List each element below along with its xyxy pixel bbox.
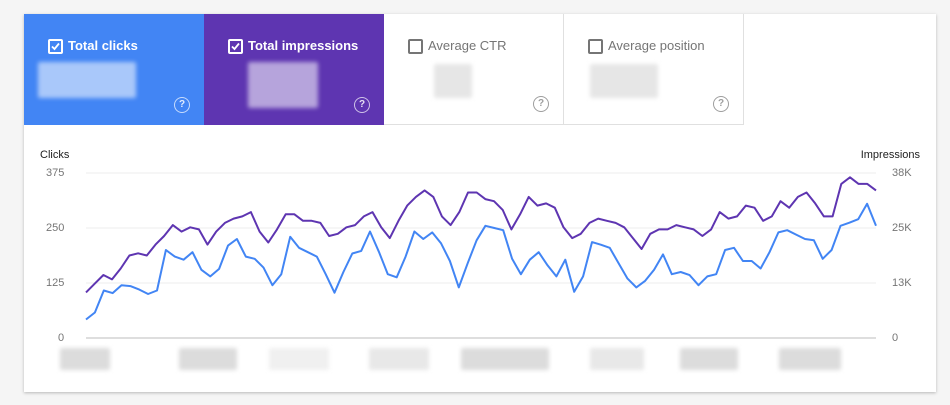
checkbox-checked-icon[interactable]: [228, 39, 243, 54]
metric-label: Total clicks: [68, 38, 138, 53]
series-line-total-impressions[interactable]: [85, 176, 877, 294]
metric-tabs: Total clicks ? Total impressions ? Avera…: [24, 14, 744, 125]
metric-value-redacted: [590, 64, 658, 98]
metric-label: Average CTR: [428, 38, 507, 53]
performance-chart[interactable]: [24, 14, 936, 392]
left-tick-label: 125: [46, 277, 65, 289]
left-tick-label: 250: [46, 222, 65, 234]
help-icon[interactable]: ?: [533, 96, 549, 112]
right-tick-label: 0: [892, 332, 899, 344]
checkbox-checked-icon[interactable]: [48, 39, 63, 54]
series-line-total-clicks[interactable]: [85, 202, 877, 321]
x-axis-label-redacted: [590, 348, 644, 370]
help-icon[interactable]: ?: [713, 96, 729, 112]
metric-value-redacted: [38, 62, 136, 98]
right-tick-label: 38K: [892, 167, 912, 179]
right-tick-label: 13K: [892, 277, 912, 289]
x-axis-label-redacted: [60, 348, 110, 370]
metric-label: Average position: [608, 38, 705, 53]
help-icon[interactable]: ?: [174, 97, 190, 113]
checkbox-unchecked-icon[interactable]: [408, 39, 423, 54]
x-axis-label-redacted: [179, 348, 237, 370]
right-tick-label: 25K: [892, 222, 912, 234]
x-axis-label-redacted: [461, 348, 549, 370]
metric-tab-total-impressions[interactable]: Total impressions ?: [204, 14, 384, 125]
x-axis-label-redacted: [369, 348, 429, 370]
metric-tab-average-position[interactable]: Average position ?: [564, 14, 744, 125]
right-axis-title: Impressions: [860, 149, 920, 161]
metric-tab-average-ctr[interactable]: Average CTR ?: [384, 14, 564, 125]
x-axis-label-redacted: [680, 348, 738, 370]
help-icon[interactable]: ?: [354, 97, 370, 113]
metric-label: Total impressions: [248, 38, 359, 53]
x-axis-label-redacted: [779, 348, 841, 370]
performance-card: Total clicks ? Total impressions ? Avera…: [24, 14, 936, 392]
checkbox-unchecked-icon[interactable]: [588, 39, 603, 54]
metric-tab-total-clicks[interactable]: Total clicks ?: [24, 14, 204, 125]
metric-value-redacted: [248, 62, 318, 108]
metric-value-redacted: [434, 64, 472, 98]
left-axis-title: Clicks: [40, 149, 70, 161]
left-tick-label: 375: [46, 167, 65, 179]
x-axis-label-redacted: [269, 348, 329, 370]
left-tick-label: 0: [58, 332, 65, 344]
